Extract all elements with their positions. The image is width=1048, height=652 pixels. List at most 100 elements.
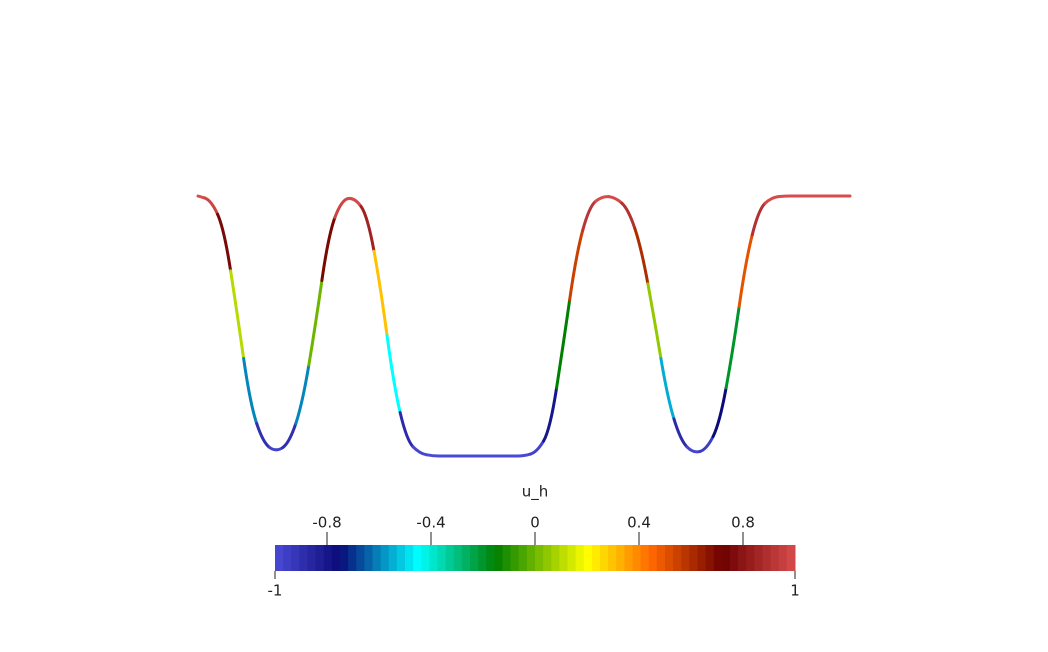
- colorbar-swatch: [746, 545, 755, 571]
- colorbar-swatch: [372, 545, 382, 571]
- curve-segment: [750, 201, 767, 237]
- colorbar-swatch: [388, 545, 398, 571]
- colorbar-swatch: [275, 545, 284, 571]
- colorbar-swatch: [437, 545, 447, 571]
- colorbar-swatch: [331, 545, 341, 571]
- curve-segment: [359, 204, 376, 253]
- curve-segment: [411, 445, 428, 457]
- colorbar-swatch: [494, 545, 503, 571]
- curve-segment: [724, 305, 741, 390]
- colorbar-swatch: [405, 545, 414, 571]
- colorbar-swatch: [461, 545, 471, 571]
- colorbar-swatch: [323, 545, 333, 571]
- colorbar-swatch: [738, 545, 747, 571]
- colorbar-tick-label: -0.8: [312, 514, 341, 532]
- curve-segment: [672, 417, 689, 449]
- curve-segment: [515, 452, 533, 458]
- colorbar-swatch: [535, 545, 544, 571]
- curve-segment: [372, 249, 389, 338]
- colorbar-swatch: [673, 545, 682, 571]
- curve-segment: [568, 228, 585, 302]
- curve-segment: [216, 212, 233, 273]
- colorbar-swatch: [600, 545, 609, 571]
- curve-segment: [555, 298, 572, 390]
- colorbar-swatch: [762, 545, 772, 571]
- curve-segment: [737, 233, 754, 308]
- colorbar-swatch: [681, 545, 690, 571]
- colorbar-swatch: [786, 545, 796, 571]
- colorbar-swatch: [502, 545, 512, 571]
- curve-segment: [242, 357, 259, 425]
- curve-segment: [763, 195, 780, 205]
- curve-segment: [581, 199, 598, 232]
- colorbar-tick-label: -0.4: [416, 514, 445, 532]
- colorbar-swatch: [364, 545, 373, 571]
- colorbar-swatch: [697, 545, 707, 571]
- colorbar-end-label: -1: [268, 582, 283, 600]
- curve-segment: [424, 453, 441, 458]
- curve-segment: [294, 363, 311, 425]
- colorbar-tick-label: 0.4: [627, 514, 651, 532]
- curve-segment: [633, 227, 650, 286]
- colorbar-end-label: 1: [790, 582, 800, 600]
- colorbar-swatch: [518, 545, 528, 571]
- curve-segment: [646, 282, 663, 360]
- curve-segment: [594, 195, 611, 203]
- colorbar-swatch: [591, 545, 601, 571]
- colorbar-swatch: [616, 545, 625, 571]
- curve-segment: [333, 197, 350, 219]
- curve-segment: [229, 269, 246, 360]
- colorbar-tick-label: 0: [530, 514, 540, 532]
- colorbar-swatch: [705, 545, 715, 571]
- colorbar-swatch: [624, 545, 633, 571]
- colorbar-swatch: [567, 545, 577, 571]
- colorbar-swatch: [421, 545, 430, 571]
- colorbar-swatch: [429, 545, 438, 571]
- colorbar-swatch: [470, 545, 479, 571]
- colorbar-tick-label: 0.8: [731, 514, 755, 532]
- colorbar-swatch: [315, 545, 325, 571]
- colorbar-swatch: [413, 545, 422, 571]
- curve-segment: [620, 201, 637, 230]
- colorbar-swatch: [396, 545, 406, 571]
- colorbar-swatch: [283, 545, 292, 571]
- colorbar-swatch: [543, 545, 552, 571]
- colorbar-swatch: [559, 545, 568, 571]
- colorbar-swatch: [770, 545, 780, 571]
- curve-segment: [385, 334, 402, 414]
- colorbar-swatch: [665, 545, 674, 571]
- curve-segment: [320, 215, 337, 282]
- colorbar-swatch: [356, 545, 365, 571]
- curve-segment: [529, 439, 546, 456]
- colorbar-swatch: [510, 545, 520, 571]
- colorbar-swatch: [583, 545, 593, 571]
- colorbar-swatch: [575, 545, 585, 571]
- colorbar-swatch: [754, 545, 763, 571]
- colorbar-swatch: [721, 545, 731, 571]
- colorbar-swatch: [291, 545, 300, 571]
- colorbar-swatch: [380, 545, 390, 571]
- colorbar-swatch: [307, 545, 317, 571]
- colorbar-swatch: [445, 545, 455, 571]
- curve-segment: [268, 446, 285, 452]
- curve-segment: [711, 386, 728, 438]
- colorbar-swatch: [632, 545, 642, 571]
- curve-segment: [255, 422, 272, 450]
- colorbar-swatch: [648, 545, 658, 571]
- curve-segment: [698, 435, 715, 453]
- colorbar-swatch: [551, 545, 560, 571]
- curve-segment: [607, 195, 624, 205]
- colorbar-swatch: [713, 545, 723, 571]
- curve-segment: [307, 279, 324, 367]
- colorbar-swatch: [526, 545, 536, 571]
- colorbar-swatch: [778, 545, 788, 571]
- curve-segment: [776, 194, 793, 199]
- colorbar-swatch: [608, 545, 617, 571]
- curve-segment: [398, 410, 415, 449]
- colorbar-title: u_h: [522, 483, 549, 502]
- curve-segment: [685, 445, 702, 454]
- curve-segment: [203, 196, 220, 216]
- curve-segment: [542, 386, 559, 443]
